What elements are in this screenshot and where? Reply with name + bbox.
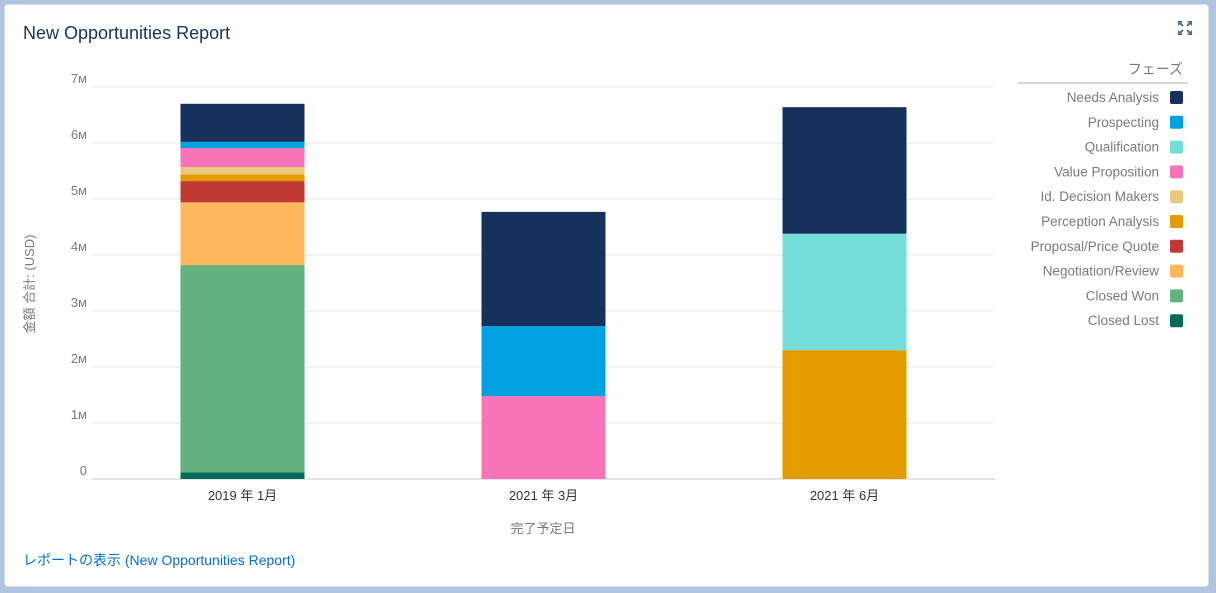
report-title: New Opportunities Report [23,23,231,43]
report-card: New Opportunities Report レポートの表示 (New Op… [4,4,1209,587]
expand-icon[interactable] [1176,19,1194,37]
view-report-link[interactable]: レポートの表示 (New Opportunities Report) [23,552,296,568]
